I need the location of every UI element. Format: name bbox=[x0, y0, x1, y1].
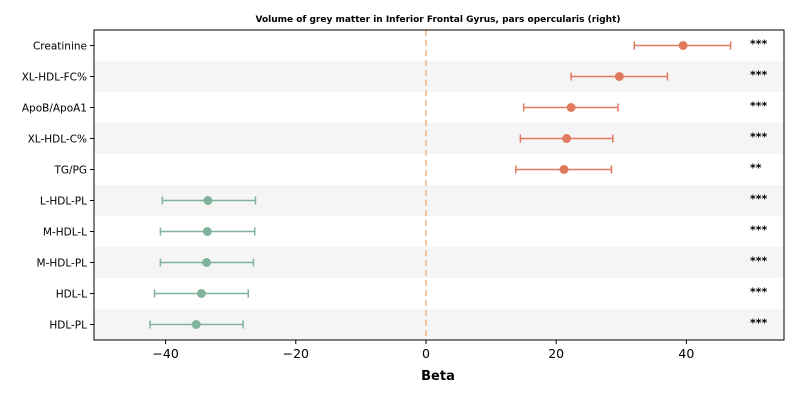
y-tick-label: HDL-L bbox=[56, 289, 87, 301]
beta-point bbox=[614, 72, 624, 81]
significance-label: *** bbox=[750, 38, 768, 51]
y-tick-label: HDL-PL bbox=[49, 320, 87, 332]
y-tick-label: XL-HDL-FC% bbox=[22, 72, 87, 84]
beta-point bbox=[566, 103, 576, 112]
y-tick-label: ApoB/ApoA1 bbox=[22, 103, 87, 115]
beta-point bbox=[202, 227, 212, 236]
plot-frame bbox=[93, 29, 785, 341]
beta-point bbox=[196, 289, 206, 298]
y-tick-label: L-HDL-PL bbox=[40, 196, 87, 208]
beta-point bbox=[202, 258, 212, 267]
x-tick-label: 40 bbox=[678, 346, 694, 361]
row-band bbox=[94, 61, 784, 92]
data-point-group bbox=[159, 258, 255, 267]
data-marks bbox=[149, 41, 732, 329]
y-tick-label: M-HDL-PL bbox=[37, 258, 88, 270]
data-point-group bbox=[159, 227, 256, 236]
y-tick-label: TG/PG bbox=[53, 165, 87, 177]
chart-title: Volume of grey matter in Inferior Fronta… bbox=[255, 15, 620, 25]
significance-label: ** bbox=[750, 162, 762, 175]
significance-labels: ***************************** bbox=[750, 38, 768, 330]
data-point-group bbox=[633, 41, 732, 50]
beta-point bbox=[559, 165, 569, 174]
x-tick-label: −40 bbox=[152, 346, 178, 361]
data-point-group bbox=[149, 320, 244, 329]
x-tick-label: −20 bbox=[283, 346, 309, 361]
x-tick-label: 0 bbox=[422, 346, 430, 361]
significance-label: *** bbox=[750, 317, 768, 330]
data-point-group bbox=[153, 289, 250, 298]
x-tick-label: 20 bbox=[548, 346, 564, 361]
significance-label: *** bbox=[750, 69, 768, 82]
data-point-group bbox=[515, 165, 613, 174]
y-tick-label: Creatinine bbox=[33, 41, 87, 53]
data-point-group bbox=[161, 196, 257, 205]
y-tick-label: XL-HDL-C% bbox=[28, 134, 87, 146]
data-point-group bbox=[570, 72, 669, 81]
data-point-group bbox=[522, 103, 619, 112]
significance-label: *** bbox=[750, 131, 768, 144]
row-band bbox=[94, 123, 784, 154]
significance-label: *** bbox=[750, 255, 768, 268]
beta-point bbox=[191, 320, 201, 329]
significance-label: *** bbox=[750, 193, 768, 206]
significance-label: *** bbox=[750, 100, 768, 113]
y-axis: Creatinine XL-HDL-FC% ApoB/ApoA1 XL-HDL-C% T… bbox=[22, 41, 94, 332]
significance-label: *** bbox=[750, 224, 768, 237]
x-axis-label: Beta bbox=[421, 369, 455, 384]
beta-point bbox=[203, 196, 213, 205]
significance-label: *** bbox=[750, 286, 768, 299]
beta-point bbox=[678, 41, 688, 50]
beta-point bbox=[562, 134, 572, 143]
x-axis: −40 −20 0 20 40 bbox=[152, 340, 694, 361]
data-point-group bbox=[519, 134, 614, 143]
y-tick-label: M-HDL-L bbox=[43, 227, 87, 239]
